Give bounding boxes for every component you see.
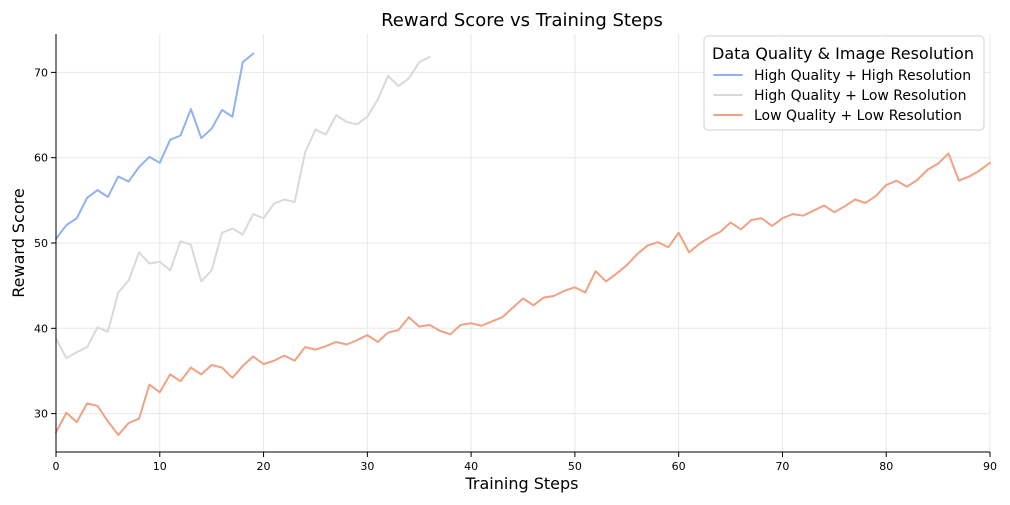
y-tick-label: 60 (34, 152, 48, 165)
y-tick-label: 70 (34, 66, 48, 79)
x-tick-label: 80 (879, 460, 893, 473)
legend-box (703, 35, 985, 131)
series-line-3 (55, 152, 991, 436)
x-tick-label: 40 (464, 460, 478, 473)
y-tick-label: 30 (34, 408, 48, 421)
x-tick-label: 10 (153, 460, 167, 473)
series-line-2 (55, 56, 431, 360)
x-tick-label: 70 (775, 460, 789, 473)
legend: Data Quality & Image Resolution High Qua… (703, 35, 985, 131)
x-tick-label: 30 (360, 460, 374, 473)
x-ticks: 0 10 20 30 40 50 60 70 80 90 (53, 452, 997, 473)
chart-title: Reward Score vs Training Steps (381, 10, 663, 31)
x-tick-label: 50 (568, 460, 582, 473)
x-tick-label: 60 (672, 460, 686, 473)
y-axis-label: Reward Score (9, 188, 28, 297)
y-tick-label: 50 (34, 237, 48, 250)
series-lines (55, 52, 991, 436)
grid (55, 34, 991, 452)
legend-items: High Quality + High Resolution High Quali… (713, 68, 971, 124)
x-tick-label: 90 (983, 460, 997, 473)
x-tick-label: 20 (257, 460, 271, 473)
x-tick-label: 0 (53, 460, 60, 473)
y-ticks: 30 40 50 60 70 (34, 66, 56, 421)
y-tick-label: 40 (34, 322, 48, 335)
legend-title: Data Quality & Image Resolution (712, 44, 974, 63)
series-line-1 (55, 52, 255, 240)
x-axis-label: Training Steps (465, 474, 579, 493)
legend-label-3: Low Quality + Low Resolution (754, 108, 962, 124)
legend-label-2: High Quality + Low Resolution (754, 88, 966, 104)
legend-label-1: High Quality + High Resolution (754, 68, 971, 84)
